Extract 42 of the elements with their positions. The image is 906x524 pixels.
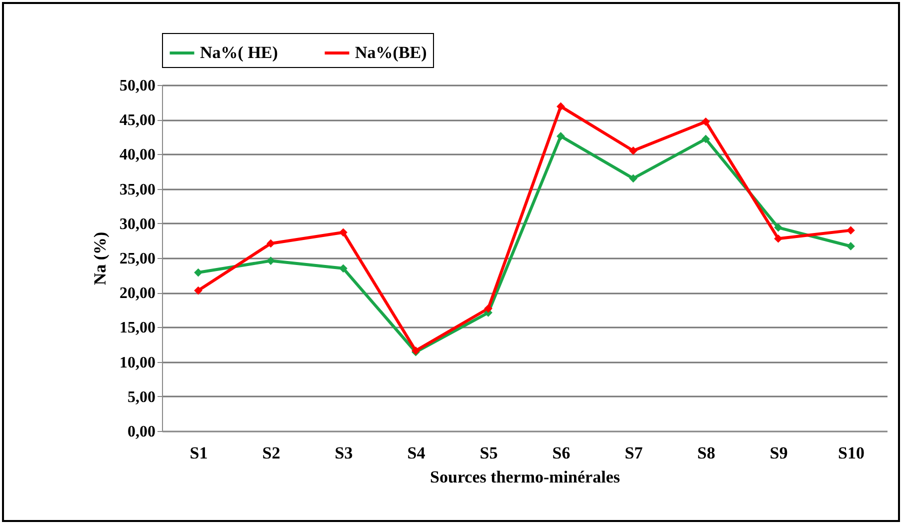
point <box>339 228 348 237</box>
point <box>702 117 710 126</box>
y-axis-title: Na (%) <box>90 232 110 286</box>
x-tick-label: S2 <box>262 444 280 462</box>
point <box>629 146 638 155</box>
y-tick-label: 40,00 <box>120 146 156 164</box>
point <box>846 226 855 235</box>
x-tick-label: S1 <box>190 444 208 462</box>
point <box>702 134 710 144</box>
point <box>194 268 202 277</box>
x-tick-label: S6 <box>552 444 570 462</box>
x-tick-label: S8 <box>697 444 716 462</box>
x-tick-label: S5 <box>480 444 498 462</box>
y-tick-label: 20,00 <box>120 285 156 302</box>
x-tick-label: S10 <box>838 444 864 462</box>
x-tick-label: S9 <box>770 444 788 462</box>
point <box>556 102 565 111</box>
x-axis-title: Sources thermo-minérales <box>430 468 620 486</box>
legend-label: Na%( HE) <box>200 43 278 62</box>
point <box>266 239 275 248</box>
y-tick-label: 45,00 <box>120 112 156 130</box>
y-tick-label: 15,00 <box>120 320 156 337</box>
point <box>774 234 782 243</box>
x-tick-label: S7 <box>624 444 644 462</box>
y-tick-label: 30,00 <box>120 216 156 233</box>
point <box>266 256 275 265</box>
point <box>194 286 202 295</box>
point <box>774 223 782 232</box>
legend-label: Na%(BE) <box>355 43 427 62</box>
y-tick-label: 35,00 <box>120 181 156 198</box>
y-tick-label: 50,00 <box>120 78 156 94</box>
point <box>556 132 565 140</box>
y-tick-label: 10,00 <box>120 354 156 372</box>
x-tick-label: S4 <box>407 444 426 462</box>
y-tick-label: 5,00 <box>128 388 156 406</box>
point <box>629 174 638 183</box>
y-tick-label: 0,00 <box>128 424 156 440</box>
point <box>484 304 492 313</box>
point <box>846 242 855 250</box>
point <box>339 264 348 273</box>
y-tick-label: 25,00 <box>120 250 156 268</box>
x-tick-label: S3 <box>334 444 353 462</box>
